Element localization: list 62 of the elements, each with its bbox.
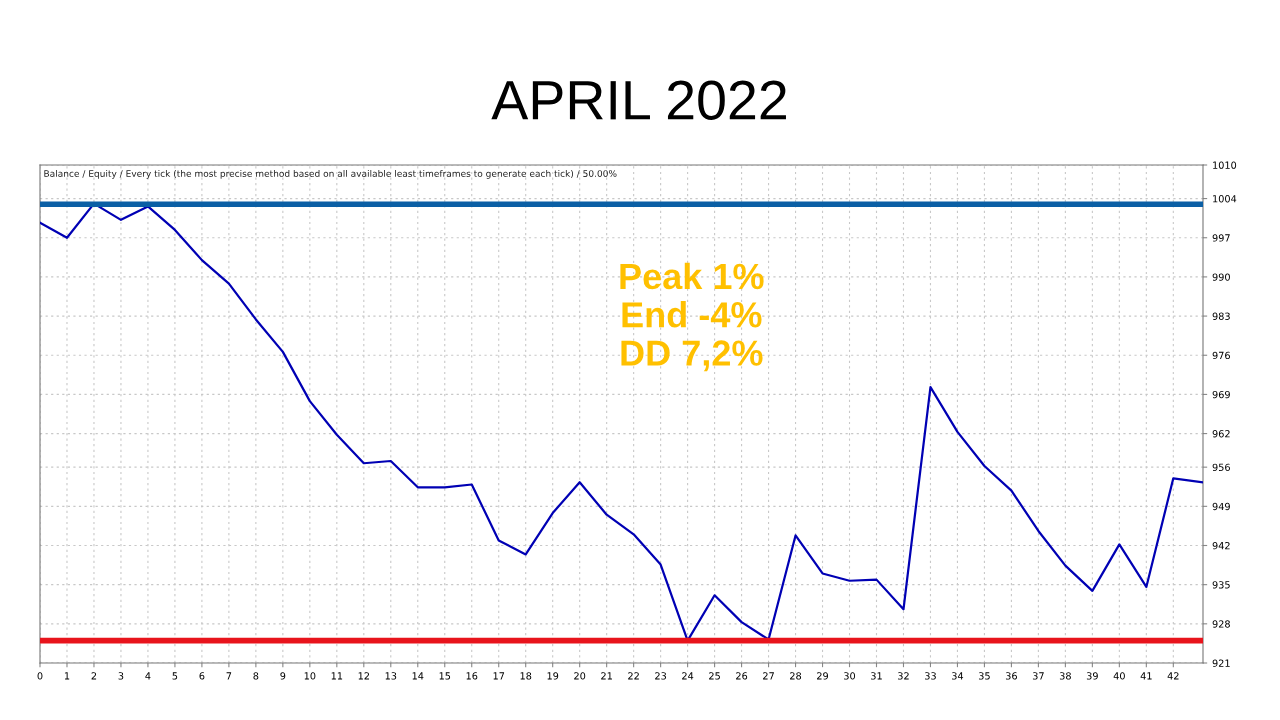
x-tick-label: 6 xyxy=(199,672,205,680)
y-tick-label: 976 xyxy=(1212,351,1230,360)
text: Balance / Equity / Every tick (the most precise method based on all available least timeframes to generate each tick) / 50.00% xyxy=(44,169,617,179)
x-tick-label: 14 xyxy=(412,672,424,680)
x-tick-label: 39 xyxy=(1086,672,1098,680)
x-tick-label: 23 xyxy=(655,672,667,680)
x-tick-label: 26 xyxy=(736,672,748,680)
y-tick-label: 997 xyxy=(1212,234,1230,242)
x-tick-label: 24 xyxy=(682,672,694,680)
y-tick-label: 921 xyxy=(1212,659,1230,667)
x-tick-label: 15 xyxy=(439,672,451,680)
x-tick-label: 38 xyxy=(1059,672,1071,680)
y-tick-label: 969 xyxy=(1212,390,1230,399)
x-tick-label: 29 xyxy=(817,672,829,680)
x-tick-label: 1 xyxy=(64,672,70,680)
x-tick-label: 33 xyxy=(925,672,936,680)
y-tick-label: 962 xyxy=(1212,430,1230,438)
x-tick-label: 32 xyxy=(898,672,909,680)
x-tick-label: 28 xyxy=(790,672,802,680)
x-tick-label: 19 xyxy=(547,672,559,680)
annotation: DD 7,2% xyxy=(621,340,763,372)
y-tick-label: 942 xyxy=(1212,541,1230,550)
x-tick-label: 30 xyxy=(844,672,856,680)
x-tick-label: 8 xyxy=(253,672,259,680)
y-tick-label: 949 xyxy=(1212,502,1230,511)
x-tick-label: 7 xyxy=(226,672,232,680)
x-tick-label: 5 xyxy=(172,672,178,680)
x-tick-label: 2 xyxy=(91,672,97,680)
x-tick-label: 25 xyxy=(709,672,720,680)
annotation: Peak 1% xyxy=(620,262,764,290)
x-tick-label: 21 xyxy=(601,672,612,680)
annotation: End -4% xyxy=(622,301,762,328)
x-tick-label: 0 xyxy=(37,672,43,680)
x-tick-label: 27 xyxy=(763,672,774,680)
x-tick-label: 40 xyxy=(1113,672,1125,680)
x-tick-label: 20 xyxy=(574,672,586,680)
x-tick-label: 42 xyxy=(1167,672,1179,680)
y-tick-label: 935 xyxy=(1212,581,1230,589)
x-tick-label: 17 xyxy=(493,672,505,680)
x-tick-label: 35 xyxy=(978,672,990,680)
x-tick-label: 34 xyxy=(952,672,964,680)
x-tick-label: 12 xyxy=(358,672,370,680)
x-tick-label: 18 xyxy=(520,672,532,680)
x-tick-label: 37 xyxy=(1032,672,1044,680)
x-tick-label: 4 xyxy=(145,672,151,680)
chart-title: APRIL 2022 xyxy=(491,80,786,120)
x-tick-label: 36 xyxy=(1005,672,1017,680)
x-tick-label: 9 xyxy=(280,672,286,680)
x-tick-label: 10 xyxy=(304,672,316,680)
y-tick-label: 928 xyxy=(1212,620,1230,628)
y-tick-label: 1010 xyxy=(1213,161,1237,169)
x-tick-label: 13 xyxy=(385,672,397,680)
y-tick-label: 990 xyxy=(1212,273,1230,281)
x-tick-label: 41 xyxy=(1140,672,1152,680)
y-tick-label: 956 xyxy=(1212,463,1230,471)
y-tick-label: 983 xyxy=(1212,312,1230,320)
y-tick-label: 1004 xyxy=(1213,195,1237,203)
x-tick-label: 3 xyxy=(118,672,124,680)
x-tick-label: 22 xyxy=(628,672,639,680)
x-tick-label: 31 xyxy=(871,672,882,680)
x-tick-label: 16 xyxy=(466,672,478,680)
x-tick-label: 11 xyxy=(331,672,343,680)
